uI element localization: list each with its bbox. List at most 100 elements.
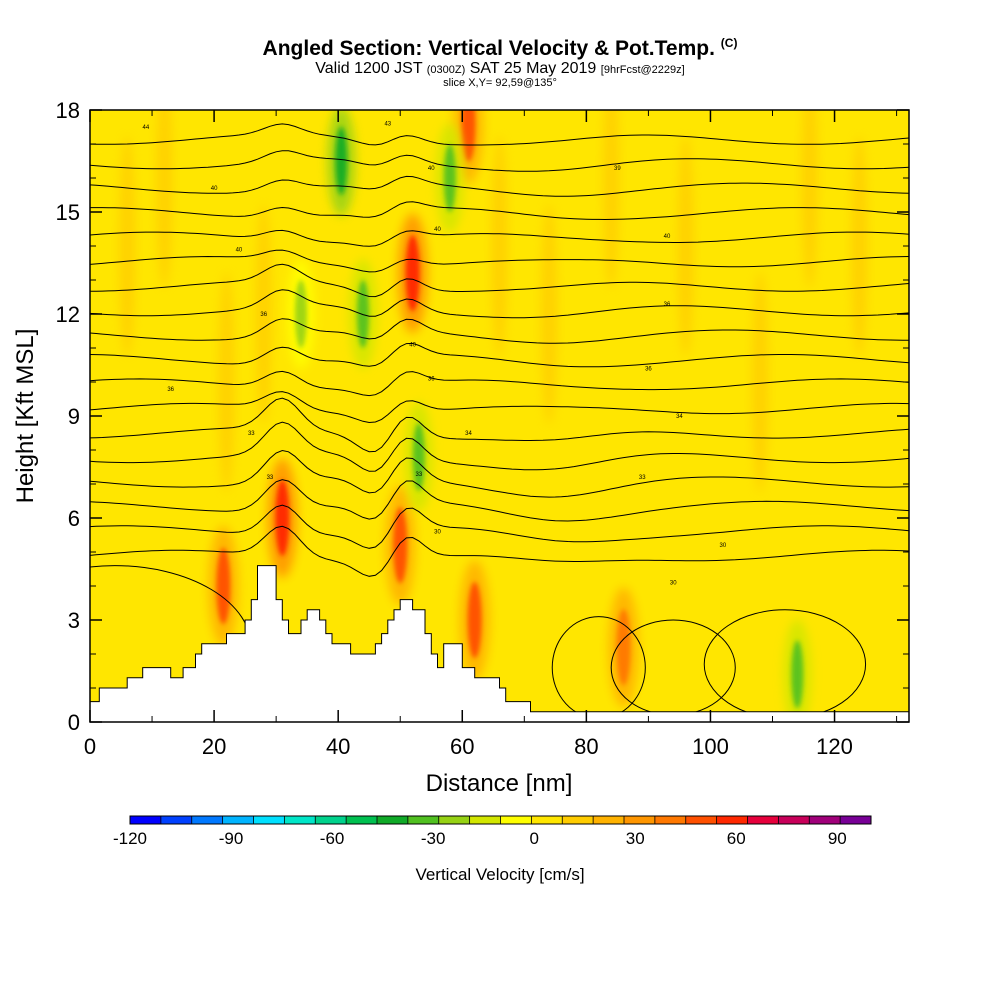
isentrope-line — [90, 263, 909, 298]
isentrope-line — [90, 504, 909, 549]
updraft-cell — [467, 582, 482, 658]
colorbar-tick-label: -30 — [421, 829, 446, 848]
isentrope-line — [90, 201, 909, 221]
updraft-cell — [275, 480, 290, 556]
colorbar-swatch — [593, 816, 625, 824]
colorbar-swatch — [654, 816, 687, 824]
forecast-info: [9hrFcst@2229z] — [600, 64, 685, 76]
weak-updraft-streak — [218, 272, 235, 492]
weak-updraft-streak — [801, 110, 818, 288]
isentrope-label: 33 — [415, 472, 422, 478]
isentrope-label: 40 — [236, 247, 243, 253]
isentrope-label: 33 — [248, 431, 255, 437]
colorbar-swatch — [222, 816, 255, 824]
downdraft-cell — [412, 422, 425, 491]
isentrope-line — [90, 123, 909, 146]
colorbar-swatch — [531, 816, 563, 824]
isentrope-line — [90, 175, 909, 197]
colorbar-tick-label: -60 — [320, 829, 345, 848]
x-tick-label: 60 — [450, 734, 474, 759]
colorbar-tick-label: 90 — [828, 829, 847, 848]
colorbar-swatch — [160, 816, 193, 824]
colorbar-swatch — [130, 816, 162, 824]
weak-updraft-streak — [677, 136, 694, 356]
colorbar-tick-label: 60 — [727, 829, 746, 848]
downdraft-cell — [335, 127, 348, 195]
valid-utc: (0300Z) — [426, 64, 466, 76]
isentrope-line — [90, 525, 909, 577]
colorbar-swatch — [346, 816, 378, 824]
weak-updraft-streak — [491, 136, 508, 356]
updraft-cell — [461, 110, 476, 162]
isentrope-line — [90, 150, 909, 172]
weak-updraft-streak — [541, 204, 558, 424]
isentrope-line — [90, 249, 909, 273]
downdraft-cell — [294, 280, 307, 348]
isentrope-label: 40 — [211, 186, 218, 192]
weak-updraft-streak — [156, 110, 173, 288]
colorbar-swatch — [624, 816, 656, 824]
isentrope-label: 43 — [384, 122, 391, 128]
chart-title-text: Angled Section: Vertical Velocity & Pot.… — [262, 37, 715, 60]
valid-prefix: Valid 1200 JST — [315, 60, 423, 77]
slice-info: slice X,Y= 92,59@135° — [443, 77, 557, 89]
velocity-field — [90, 110, 909, 722]
isentrope-label: 34 — [465, 431, 472, 437]
isentrope-line — [90, 397, 909, 453]
colorbar-swatch — [685, 816, 718, 824]
x-tick-label: 80 — [574, 734, 598, 759]
isentrope-label: 33 — [267, 475, 274, 481]
colorbar-swatch — [407, 816, 440, 824]
colorbar-swatch — [716, 816, 749, 824]
downdraft-cell — [791, 640, 804, 709]
y-tick-label: 0 — [68, 710, 80, 735]
colorbar-tick-label: -120 — [113, 829, 147, 848]
x-tick-label: 40 — [326, 734, 350, 759]
colorbar-swatch — [778, 816, 810, 824]
y-tick-label: 6 — [68, 506, 80, 531]
colorbar-swatch — [315, 816, 347, 824]
weak-updraft-streak — [603, 110, 620, 288]
terrain — [90, 565, 909, 722]
y-tick-label: 15 — [56, 200, 80, 225]
updraft-cell — [616, 609, 631, 686]
updraft-cell — [393, 507, 408, 584]
x-tick-label: 0 — [84, 734, 96, 759]
isentrope-line — [90, 318, 909, 344]
valid-date: SAT 25 May 2019 — [469, 60, 597, 77]
x-tick-label: 100 — [692, 734, 729, 759]
isentrope-label: 33 — [639, 475, 646, 481]
isentrope-label: 40 — [664, 234, 671, 240]
colorbar-swatch — [191, 816, 224, 824]
colorbar-label: Vertical Velocity [cm/s] — [415, 865, 584, 884]
weak-updraft-streak — [752, 272, 769, 492]
colorbar-tick-label: 0 — [529, 829, 538, 848]
chart-title: Angled Section: Vertical Velocity & Pot.… — [0, 36, 1000, 61]
isentrope-line — [90, 342, 909, 368]
x-axis-label: Distance [nm] — [426, 770, 573, 797]
isentrope-label: 44 — [142, 125, 149, 131]
colorbar-swatch — [438, 816, 471, 824]
downdraft-cell — [443, 144, 456, 212]
isentrope-line — [90, 391, 909, 424]
x-tick-label: 20 — [202, 734, 226, 759]
colorbar: -120 -90 -60 -30 0 30 60 90 — [113, 815, 872, 848]
y-tick-label: 18 — [56, 98, 80, 123]
x-tick-label: 120 — [816, 734, 853, 759]
isentrope-label: 36 — [260, 312, 267, 318]
isentrope-line — [90, 479, 909, 522]
chart-title-unit: (C) — [720, 36, 738, 50]
isentrope-label: 36 — [167, 387, 174, 393]
colorbar-swatch — [747, 816, 779, 824]
colorbar-swatch — [469, 816, 502, 824]
isentrope-label: 36 — [645, 366, 652, 372]
colorbar-swatch — [253, 816, 285, 824]
y-tick-label: 3 — [68, 608, 80, 633]
terrain-polygon — [90, 565, 909, 722]
isentrope-line — [90, 449, 909, 498]
colorbar-swatch — [377, 816, 409, 824]
isentrope-line — [90, 421, 909, 472]
colorbar-tick-label: 30 — [626, 829, 645, 848]
downdraft-cell — [357, 280, 369, 348]
